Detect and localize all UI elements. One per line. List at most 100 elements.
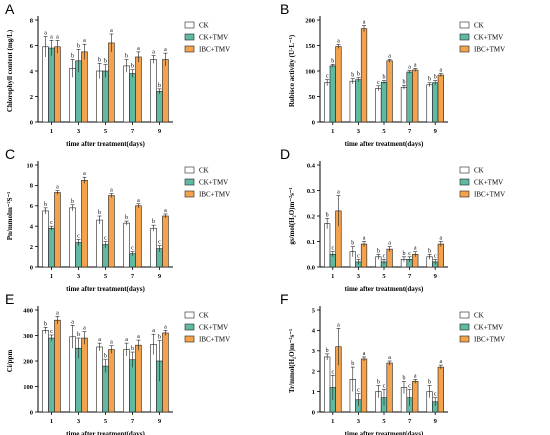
- bar-ck: [96, 219, 103, 268]
- x-tick-label: 9: [434, 128, 438, 135]
- y-tick-label: 0.2: [307, 213, 315, 220]
- legend-swatch: [184, 335, 195, 343]
- bar-ibc-tmv: [108, 349, 115, 413]
- significance-label: b: [77, 43, 80, 49]
- x-tick-label: 5: [382, 273, 386, 280]
- significance-label: b: [434, 75, 437, 81]
- significance-label: a: [125, 337, 128, 343]
- significance-label: a: [337, 322, 340, 328]
- x-tick-label: 3: [77, 418, 81, 425]
- y-tick-label: 5: [312, 307, 316, 314]
- bar-ck: [349, 80, 356, 123]
- significance-label: b: [383, 75, 386, 81]
- bar-ibc-tmv: [360, 243, 368, 268]
- bar-ck: [324, 223, 331, 268]
- legend-swatch: [184, 33, 195, 41]
- bar-ibc-tmv: [162, 59, 169, 123]
- legend-swatch: [184, 190, 195, 198]
- y-tick-label: 4: [30, 68, 34, 75]
- bar-ck-tmv: [355, 79, 362, 123]
- x-tick-label: 3: [357, 418, 361, 425]
- x-tick-label: 1: [50, 128, 53, 135]
- bar-ibc-tmv: [360, 28, 368, 123]
- significance-label: a: [83, 38, 86, 44]
- x-tick-label: 7: [408, 418, 412, 425]
- x-tick-label: 7: [408, 128, 412, 135]
- significance-label: c: [50, 220, 53, 226]
- significance-label: b: [402, 79, 405, 85]
- bar-ibc-tmv: [412, 69, 419, 123]
- legend-swatch: [459, 166, 470, 174]
- significance-label: a: [439, 68, 442, 74]
- y-axis-title: Ci/ppm: [6, 350, 14, 373]
- x-tick-label: 7: [408, 273, 412, 280]
- chart-panel-F: F 0 1 2 3 4 5 Tr/mmol(H₂O)m⁻²s⁻¹ time after trea…: [280, 291, 505, 435]
- significance-label: a: [110, 28, 113, 34]
- x-axis-title: time after treatment(days): [66, 430, 145, 435]
- bar-ibc-tmv: [81, 337, 88, 413]
- legend-swatch: [459, 311, 470, 319]
- significance-label: b: [77, 332, 80, 338]
- significance-label: b: [158, 83, 161, 89]
- bar-ibc-tmv: [54, 46, 61, 123]
- significance-label: c: [158, 240, 161, 246]
- significance-label: a: [388, 241, 391, 247]
- y-tick-label: 6: [30, 203, 34, 210]
- significance-label: b: [402, 375, 405, 381]
- legend-label: CK: [199, 312, 209, 320]
- significance-label: b: [377, 379, 380, 385]
- significance-label: a: [164, 324, 167, 330]
- bar-ck: [42, 210, 49, 268]
- significance-label: a: [363, 351, 366, 357]
- x-tick-label: 3: [357, 128, 361, 135]
- panel-letter: E: [5, 291, 14, 307]
- legend-label: IBC+TMV: [474, 336, 505, 344]
- bar-ibc-tmv: [386, 60, 393, 123]
- y-tick-label: 2: [30, 244, 33, 251]
- significance-label: b: [104, 59, 107, 65]
- y-tick-label: 150: [305, 43, 315, 50]
- y-tick-label: 0: [30, 119, 33, 126]
- y-tick-label: 300: [23, 333, 33, 340]
- legend-label: IBC+TMV: [199, 191, 230, 199]
- panel-letter: D: [280, 146, 290, 162]
- significance-label: b: [131, 64, 134, 70]
- legend-label: CK+TMV: [199, 34, 228, 42]
- significance-label: a: [137, 334, 140, 340]
- bar-ck-tmv: [102, 365, 109, 413]
- legend-label: CK+TMV: [474, 34, 503, 42]
- y-tick-label: 3: [312, 348, 316, 355]
- significance-label: a: [44, 31, 47, 37]
- x-tick-label: 1: [50, 273, 53, 280]
- y-tick-label: 2: [30, 94, 33, 101]
- y-tick-label: 0.0: [307, 264, 315, 271]
- significance-label: b: [98, 57, 101, 63]
- x-tick-label: 3: [77, 128, 81, 135]
- legend-swatch: [184, 178, 195, 186]
- legend-swatch: [459, 178, 470, 186]
- bar-ck: [42, 330, 49, 413]
- x-tick-label: 7: [131, 418, 135, 425]
- significance-label: a: [408, 64, 411, 70]
- x-axis-title: time after treatment(days): [345, 430, 424, 435]
- bar-ck-tmv: [48, 227, 55, 268]
- x-tick-label: 3: [357, 273, 361, 280]
- bar-ck: [324, 82, 331, 123]
- y-tick-label: 100: [305, 68, 315, 75]
- legend-swatch: [459, 323, 470, 331]
- y-axis-title: Tr/mmol(H₂O)m⁻²s⁻¹: [288, 329, 296, 393]
- bar-ck: [96, 346, 103, 413]
- bar-ck: [150, 227, 157, 268]
- legend-label: CK+TMV: [474, 179, 503, 187]
- y-tick-label: 0.4: [307, 162, 316, 169]
- significance-label: a: [50, 34, 53, 40]
- significance-label: b: [104, 354, 107, 360]
- significance-label: b: [152, 219, 155, 225]
- significance-label: a: [56, 310, 59, 316]
- legend-label: IBC+TMV: [474, 46, 505, 54]
- bar-ibc-tmv: [135, 205, 142, 268]
- significance-label: a: [337, 190, 340, 196]
- x-tick-label: 1: [331, 128, 334, 135]
- x-tick-label: 5: [104, 273, 108, 280]
